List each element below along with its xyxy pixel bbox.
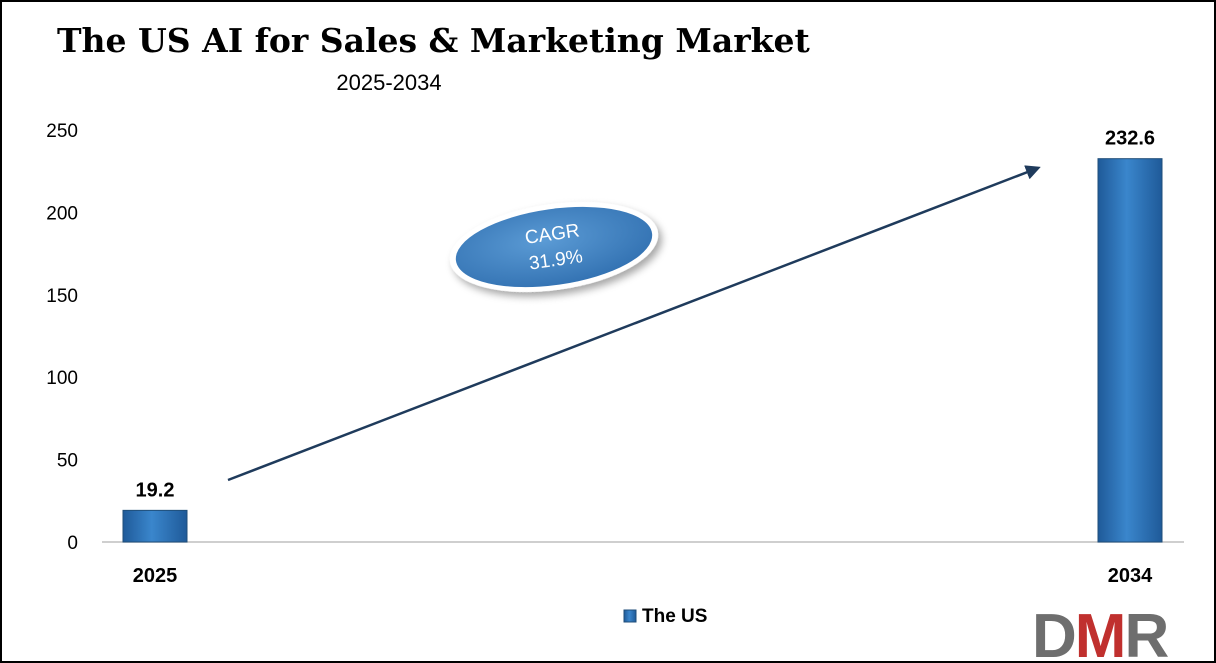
x-axis: 2025 2034 <box>133 565 1153 587</box>
dmr-logo-m: M <box>1075 602 1125 661</box>
data-label-2034: 232.6 <box>1105 128 1155 150</box>
y-tick-label: 100 <box>46 368 78 389</box>
data-label-2025: 19.2 <box>136 479 175 501</box>
legend-swatch <box>623 609 637 623</box>
y-tick-label: 150 <box>46 286 78 307</box>
dmr-logo-text: DMR <box>1032 602 1168 661</box>
x-tick-label-2034: 2034 <box>1108 565 1153 587</box>
legend-label: The US <box>642 606 707 627</box>
bar-2025 <box>122 509 188 543</box>
y-tick-label: 200 <box>46 203 78 224</box>
dmr-logo-d: D <box>1032 602 1075 661</box>
legend: The US <box>623 606 707 627</box>
trend-arrow <box>227 165 1041 482</box>
dmr-logo-r: R <box>1124 602 1168 661</box>
chart-title: The US AI for Sales & Marketing Market <box>57 21 810 60</box>
y-tick-label: 0 <box>67 533 78 554</box>
cagr-annotation: CAGR 31.9% <box>449 201 659 293</box>
chart-subtitle: 2025-2034 <box>336 70 441 95</box>
bar-2034 <box>1097 158 1163 543</box>
dmr-logo: DMR <box>1032 602 1170 661</box>
bar-series: 19.2 232.6 <box>122 128 1163 543</box>
y-axis: 0 50 100 150 200 250 <box>46 121 78 554</box>
y-tick-label: 250 <box>46 121 78 142</box>
x-tick-label-2025: 2025 <box>133 565 178 587</box>
y-tick-label: 50 <box>57 451 78 472</box>
